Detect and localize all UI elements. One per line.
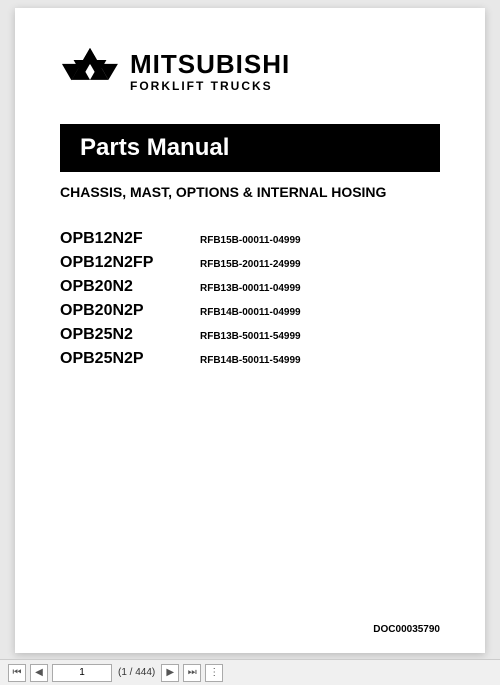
model-code: RFB15B-00011-04999 [200,235,301,246]
menu-button[interactable]: ⋮ [205,664,223,682]
last-page-button[interactable]: ⏭ [183,664,201,682]
model-row: OPB12N2FP RFB15B-20011-24999 [60,254,440,272]
model-name: OPB25N2 [60,326,170,344]
model-row: OPB12N2F RFB15B-00011-04999 [60,230,440,248]
title-bar: Parts Manual [60,124,440,172]
document-page: MITSUBISHI FORKLIFT TRUCKS Parts Manual … [15,8,485,653]
model-name: OPB12N2F [60,230,170,248]
doc-number: DOC00035790 [373,624,440,635]
first-page-icon: ⏮ [13,667,22,678]
header: MITSUBISHI FORKLIFT TRUCKS [60,48,440,96]
navigation-bar: ⏮ ◀ (1 / 444) ▶ ⏭ ⋮ [0,659,500,685]
menu-icon: ⋮ [209,667,219,678]
prev-page-icon: ◀ [35,667,43,678]
model-code: RFB15B-20011-24999 [200,259,301,270]
model-row: OPB20N2 RFB13B-00011-04999 [60,278,440,296]
model-code: RFB13B-00011-04999 [200,283,301,294]
brand-text: MITSUBISHI FORKLIFT TRUCKS [130,51,290,93]
model-name: OPB20N2P [60,302,170,320]
model-code: RFB14B-00011-04999 [200,307,301,318]
subtitle: CHASSIS, MAST, OPTIONS & INTERNAL HOSING [60,184,440,200]
model-name: OPB25N2P [60,350,170,368]
model-name: OPB12N2FP [60,254,170,272]
first-page-button[interactable]: ⏮ [8,664,26,682]
models-list: OPB12N2F RFB15B-00011-04999 OPB12N2FP RF… [60,230,440,368]
brand-subtitle: FORKLIFT TRUCKS [130,79,290,93]
model-row: OPB25N2 RFB13B-50011-54999 [60,326,440,344]
page-number-input[interactable] [52,664,112,682]
prev-page-button[interactable]: ◀ [30,664,48,682]
model-row: OPB20N2P RFB14B-00011-04999 [60,302,440,320]
mitsubishi-logo-icon [60,48,120,96]
next-page-icon: ▶ [166,667,174,678]
next-page-button[interactable]: ▶ [161,664,179,682]
brand-name: MITSUBISHI [130,51,290,77]
model-name: OPB20N2 [60,278,170,296]
model-code: RFB13B-50011-54999 [200,331,301,342]
page-total-label: (1 / 444) [118,667,155,678]
model-row: OPB25N2P RFB14B-50011-54999 [60,350,440,368]
last-page-icon: ⏭ [188,667,197,678]
model-code: RFB14B-50011-54999 [200,355,301,366]
